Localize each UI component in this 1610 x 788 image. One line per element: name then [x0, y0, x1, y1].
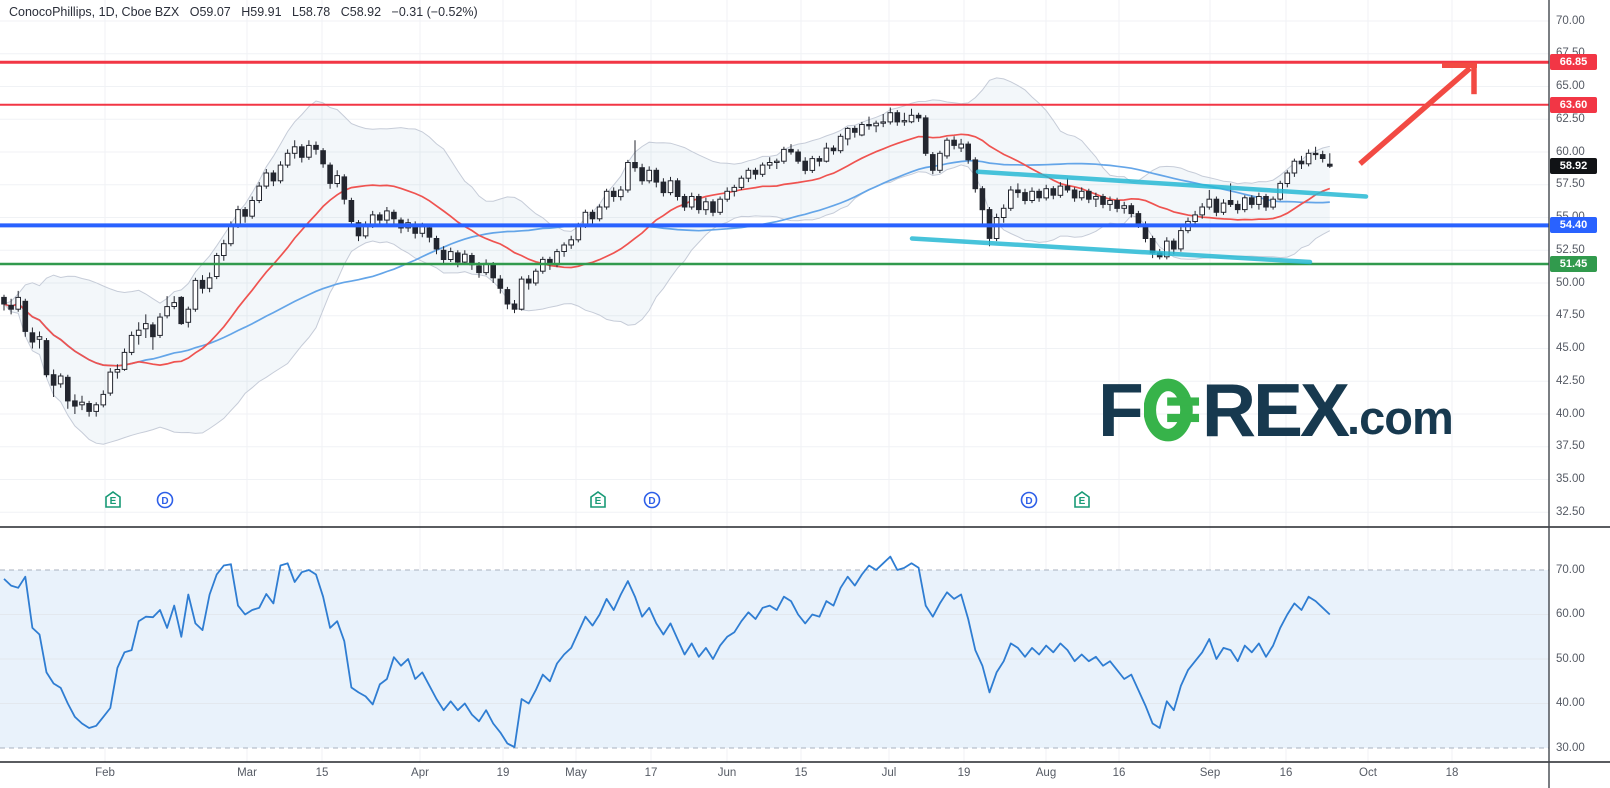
svg-text:D: D [1025, 496, 1032, 507]
time-axis-label: 16 [1279, 767, 1293, 779]
price-axis-label: 45.00 [1556, 342, 1585, 354]
ohlc-high: H59.91 [241, 5, 282, 19]
rsi-axis-label: 30.00 [1556, 741, 1585, 754]
svg-text:E: E [595, 496, 602, 507]
forex-com-logo: F REX .com [1098, 367, 1454, 452]
time-axis-label: Apr [411, 767, 429, 779]
price-axis-label: 40.00 [1556, 407, 1585, 420]
time-axis-label: 15 [794, 767, 808, 779]
trendline[interactable] [909, 236, 1313, 265]
time-axis-label: Aug [1035, 767, 1057, 779]
svg-text:D: D [648, 496, 655, 507]
ohlc-close: C58.92 [340, 5, 382, 19]
dividend-marker-icon[interactable]: D [1020, 491, 1038, 509]
logo-suffix-com: .com [1347, 391, 1454, 444]
time-axis-label: 17 [644, 767, 658, 779]
dividend-marker-icon[interactable]: D [643, 491, 661, 509]
rsi-axis-label: 70.00 [1556, 563, 1585, 576]
time-axis-label: May [565, 767, 587, 779]
time-axis-label: Feb [95, 767, 115, 779]
moving-averages [3, 133, 1331, 367]
price-level-badge: 63.60 [1550, 96, 1597, 113]
price-axis-label: 35.00 [1556, 473, 1585, 485]
rsi-axis-label: 40.00 [1556, 697, 1585, 709]
time-axis-label: Jun [717, 767, 737, 779]
price-axis-label: 32.50 [1556, 505, 1585, 518]
price-axis-label: 57.50 [1556, 178, 1585, 191]
svg-text:D: D [161, 496, 168, 507]
price-axis-label: 62.50 [1556, 112, 1585, 125]
time-axis-label: Oct [1359, 767, 1377, 779]
svg-text:E: E [1079, 496, 1086, 507]
price-level-badge: 54.40 [1550, 217, 1597, 234]
price-axis-label: 42.50 [1556, 374, 1585, 387]
arrow-annotation[interactable] [1358, 62, 1477, 166]
time-axis-label: Jul [881, 767, 897, 779]
earnings-marker-icon[interactable]: E [590, 491, 606, 508]
time-axis-label: 19 [496, 767, 510, 779]
ohlc-low: L58.78 [292, 5, 331, 19]
time-axis-label: Sep [1199, 767, 1221, 779]
svg-text:E: E [110, 496, 117, 507]
price-level-badge: 66.85 [1550, 54, 1597, 71]
time-axis-label: 16 [1112, 767, 1126, 779]
price-level-badge: 51.45 [1550, 256, 1597, 272]
candlestick-series [1, 107, 1333, 417]
time-axis-label: 19 [957, 767, 971, 779]
trendline[interactable] [975, 169, 1369, 199]
symbol-title[interactable]: ConocoPhillips, 1D, Cboe BZX O59.07 H59.… [9, 5, 485, 19]
time-axis-label: 18 [1445, 767, 1459, 779]
last-price-badge: 58.92 [1550, 158, 1597, 175]
earnings-marker-icon[interactable]: E [105, 491, 121, 508]
rsi-panel [0, 555, 1549, 749]
price-axis-label: 52.50 [1556, 243, 1585, 256]
euro-o-icon [1143, 378, 1199, 441]
price-axis-label: 37.50 [1556, 440, 1585, 453]
ohlc-open: O59.07 [189, 5, 231, 19]
price-axis-label: 70.00 [1556, 14, 1585, 27]
rsi-axis-label: 60.00 [1556, 608, 1585, 620]
logo-letters-rex: REX [1201, 367, 1350, 452]
earnings-marker-icon[interactable]: E [1074, 491, 1090, 508]
dividend-marker-icon[interactable]: D [156, 491, 174, 509]
price-axis-label: 65.00 [1556, 80, 1585, 92]
time-axis-label: 15 [315, 767, 329, 779]
symbol-name[interactable]: ConocoPhillips, 1D, Cboe BZX [9, 5, 180, 19]
price-axis-label: 50.00 [1556, 276, 1585, 289]
rsi-axis-label: 50.00 [1556, 652, 1585, 665]
logo-letter-f: F [1098, 367, 1144, 452]
price-axis-label: 47.50 [1556, 309, 1585, 322]
price-change: −0.31 (−0.52%) [391, 5, 478, 19]
price-axis-label: 60.00 [1556, 145, 1585, 158]
time-axis-label: Mar [237, 767, 257, 779]
